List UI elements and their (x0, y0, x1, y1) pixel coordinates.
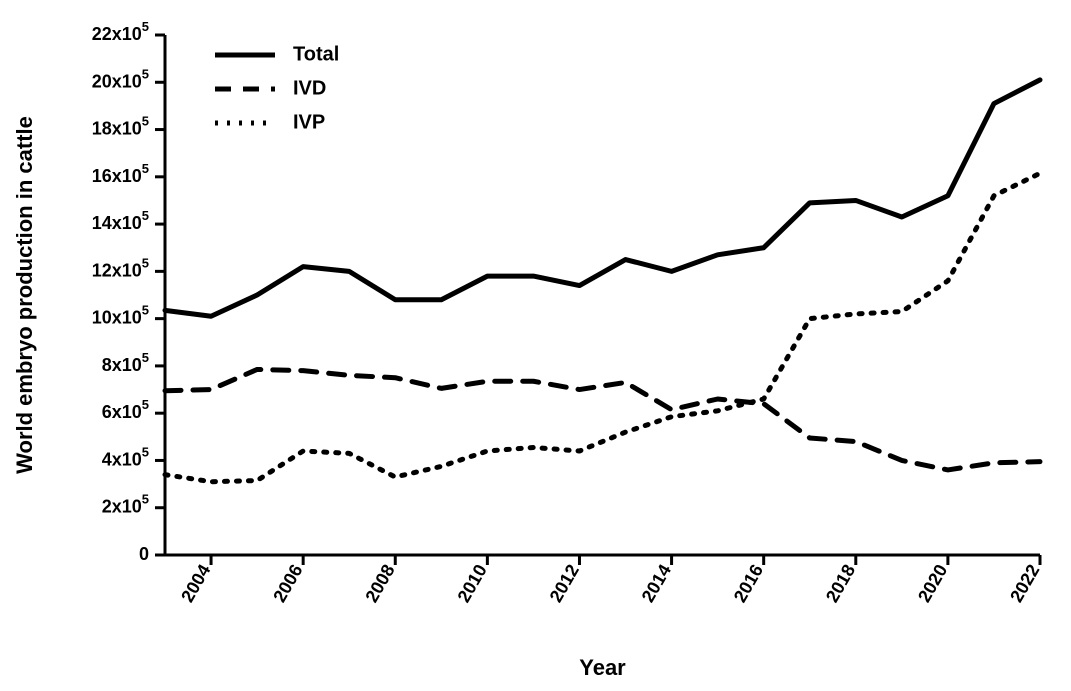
legend-label: IVP (293, 111, 325, 133)
embryo-production-chart: 02x1054x1056x1058x10510x10512x10514x1051… (0, 0, 1071, 691)
y-tick-label: 0 (139, 544, 149, 564)
x-axis-label: Year (579, 655, 626, 680)
chart-container: 02x1054x1056x1058x10510x10512x10514x1051… (0, 0, 1071, 691)
legend-label: IVD (293, 77, 326, 99)
legend-label: Total (293, 43, 339, 65)
y-axis-label: World embryo production in cattle (12, 116, 37, 474)
chart-bg (0, 0, 1071, 691)
